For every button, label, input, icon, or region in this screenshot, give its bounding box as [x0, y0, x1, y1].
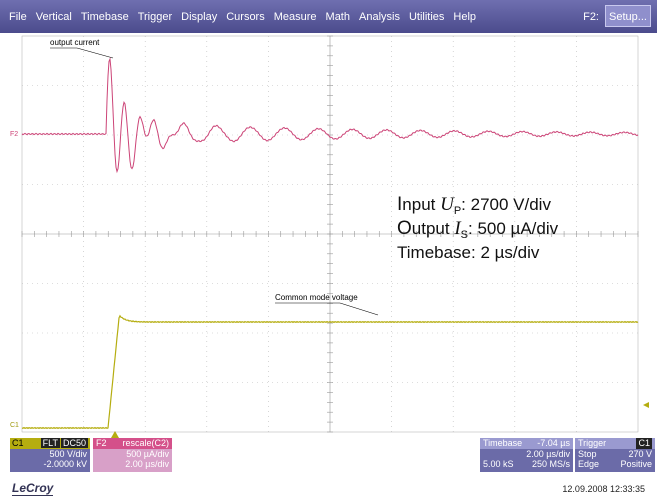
menu-bar: File Vertical Timebase Trigger Display Cursor…: [0, 0, 657, 33]
annotation-rest: : 500 µA/div: [468, 219, 559, 238]
c1-marker: C1: [10, 422, 19, 429]
annotation-symbol: U: [440, 194, 455, 215]
f2-trace: [21, 57, 639, 174]
c1-scale: 500 V/div: [49, 449, 87, 459]
trigger-mode: Stop: [578, 449, 597, 459]
menu-item[interactable]: Utilities: [408, 10, 445, 23]
trigger-type: Edge: [578, 459, 600, 469]
menu-item[interactable]: Math: [325, 10, 350, 23]
brand-logo: LeCroy: [12, 481, 54, 496]
menu-item[interactable]: Analysis: [359, 10, 400, 23]
menu-item[interactable]: File: [9, 10, 27, 23]
label-leader: [76, 47, 114, 59]
annotation-lead: O: [397, 218, 412, 239]
trigger-slope: Positive: [620, 459, 652, 469]
menu-item[interactable]: Help: [453, 10, 477, 23]
trigger-title: Trigger: [578, 438, 607, 448]
label-leader: [339, 302, 379, 316]
menu-item[interactable]: Measure: [273, 10, 317, 23]
grid: [22, 36, 638, 432]
f2-scale: 500 µA/div: [126, 449, 169, 459]
annotation-line: Timebase: 2 µs/div: [397, 243, 540, 262]
f2-panel: F2 rescale(C2) 500 µA/div 2.00 µs/div: [93, 438, 172, 472]
annotation-sub: P: [454, 205, 461, 217]
annotation-text: Timebase: 2 µs/div: [397, 243, 540, 262]
f2-marker: F2: [10, 131, 18, 138]
c1-offset: -2.0000 kV: [43, 459, 87, 469]
menu-item[interactable]: Trigger: [137, 10, 173, 23]
annotation-line: Input UP: 2700 V/div: [397, 194, 551, 217]
timebase-rate: 250 MS/s: [531, 459, 570, 469]
f2-time: 2.00 µs/div: [125, 459, 169, 469]
timebase-delay: -7.04 µs: [537, 438, 570, 448]
timebase-scale: 2.00 µs/div: [526, 449, 570, 459]
timebase-title: Timebase: [483, 438, 523, 448]
annotation-rest: : 2700 V/div: [461, 195, 551, 214]
f2-func: rescale(C2): [122, 438, 169, 448]
trigger-level-marker: [643, 402, 649, 408]
menu-item[interactable]: Timebase: [80, 10, 129, 23]
c1-badge: DC50: [60, 438, 88, 448]
annotation-sub: S: [461, 229, 468, 241]
common-mode-label: Common mode voltage: [275, 293, 358, 302]
trigger-panel: Trigger C1 Stop 270 V Edge Positive: [575, 438, 655, 472]
menu-item[interactable]: Display: [181, 10, 218, 23]
trigger-time-marker: [111, 431, 119, 438]
trigger-level: 270 V: [628, 449, 652, 459]
c1-name: C1: [12, 438, 24, 448]
output-current-label: output current: [50, 38, 100, 47]
timebase-samples: 5.00 kS: [483, 459, 514, 469]
annotation-text: utput: [412, 219, 455, 238]
setup-label: F2:: [583, 11, 599, 23]
c1-badge: FLT: [40, 438, 60, 448]
f2-name: F2: [96, 438, 107, 448]
c1-panel: C1 FLT DC50 500 V/div -2.0000 kV: [10, 438, 90, 472]
timestamp: 12.09.2008 12:33:35: [562, 484, 645, 494]
trigger-source: C1: [636, 438, 652, 449]
c1-trace: [21, 314, 639, 430]
timebase-panel: Timebase -7.04 µs 2.00 µs/div 5.00 kS 250 …: [480, 438, 573, 472]
annotation-symbol: I: [453, 218, 462, 239]
menu-item[interactable]: Cursors: [226, 10, 265, 23]
annotation-line: Output IS: 500 µA/div: [397, 218, 559, 241]
scope-display: output current Common mode voltage F2 C1…: [10, 35, 649, 438]
annotation-text: nput: [402, 195, 440, 214]
center-axes: [21, 35, 639, 433]
setup-button[interactable]: Setup...: [605, 5, 651, 27]
annotation-lead: I: [397, 194, 402, 215]
menu-item[interactable]: Vertical: [35, 10, 72, 23]
